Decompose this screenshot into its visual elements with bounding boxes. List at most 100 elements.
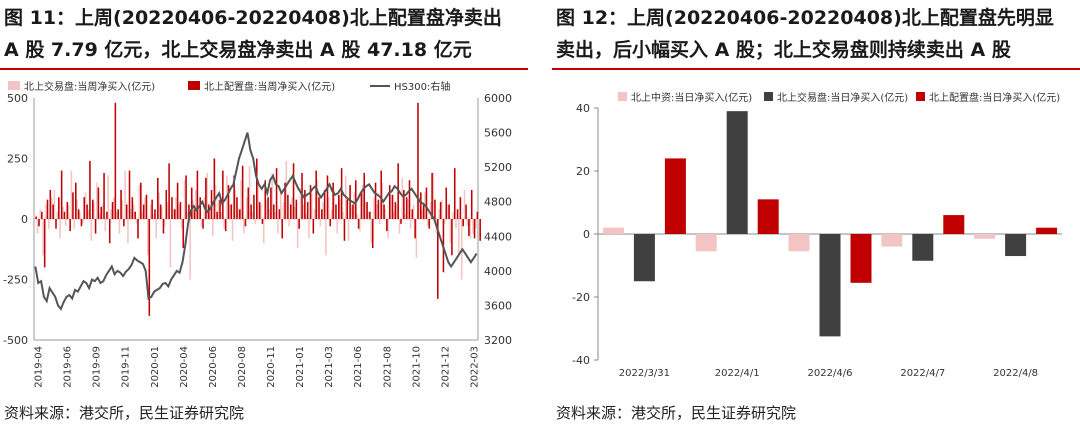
trade-bar [421,209,423,219]
alloc-bar [281,219,284,239]
legend-label: HS300:右轴 [394,80,450,93]
figure-12-title: 图 12：上周(20220406-20220408)北上配置盘先明显 卖出，后小… [556,2,1080,66]
alloc-bar [55,219,57,229]
trade-bar [347,219,350,241]
alloc-bar [46,199,49,219]
trade-bar [87,209,90,219]
bar-north-alloc [850,234,872,283]
alloc-bar [227,185,230,219]
alloc-bar [258,202,261,219]
alloc-bar [414,219,416,239]
alloc-bar [377,199,380,219]
alloc-bar [346,199,349,219]
alloc-bar [417,102,419,219]
alloc-bar [128,170,131,219]
trade-bar [370,219,372,244]
trade-bar [390,194,392,219]
trade-bar [257,182,259,219]
x-tick-label: 2020-01 [150,346,161,388]
trade-bar [130,209,132,219]
trade-bar [192,199,194,219]
trade-bar [322,202,324,219]
trade-bar [110,209,112,219]
alloc-bar [436,219,439,299]
trade-bar [186,211,189,219]
trade-bar [466,219,469,227]
title-rule [552,68,1080,70]
alloc-bar [125,204,128,219]
trade-bar [393,211,395,219]
trade-bar [237,209,240,219]
alloc-bar [66,202,69,219]
alloc-bar [117,209,119,219]
trade-bar [47,219,50,229]
y-tick-label: 20 [576,165,590,178]
trade-bar [135,219,138,224]
trade-bar [426,219,429,227]
alloc-bar [241,165,244,219]
alloc-bar [462,219,465,227]
trade-bar [268,209,271,219]
trade-bar [73,219,76,229]
alloc-bar [304,189,306,219]
trade-bar [195,189,197,219]
alloc-bar [193,209,196,219]
alloc-bar [213,158,216,219]
legend-label: 北上配置盘:当周净买入(亿元) [204,80,335,93]
trade-bar [469,219,471,239]
trade-bar [132,204,135,219]
trade-bar [274,211,276,219]
alloc-bar [456,209,459,219]
x-tick-label: 2019-09 [92,346,103,388]
trade-bar [271,173,273,219]
x-tick-label: 2021-06 [353,346,364,388]
alloc-bar [157,177,159,219]
trade-bar [291,197,293,219]
alloc-bar [165,189,168,219]
trade-bar [220,211,223,219]
trade-bar [158,192,160,219]
figure-12-source: 资料来源：港交所，民生证券研究院 [556,404,797,422]
trade-bar [277,219,279,234]
trade-bar [118,219,121,234]
trade-bar [93,202,95,219]
alloc-bar [403,189,405,219]
trade-bar [316,180,319,219]
alloc-bar [224,219,227,232]
alloc-bar [190,187,193,219]
trade-bar [282,202,285,219]
trade-bar [228,204,231,219]
trade-bar [288,219,290,227]
y2-tick-label: 4800 [484,196,512,209]
figure-12-panel: 图 12：上周(20220406-20220408)北上配置盘先明显 卖出，后小… [552,0,1080,426]
alloc-bar [247,187,250,219]
alloc-bar [264,180,267,219]
legend-label: 北上配置盘:当日净买入(亿元) [929,91,1060,104]
alloc-bar [168,163,170,219]
alloc-bar [448,204,450,219]
alloc-bar [236,197,238,219]
alloc-bar [459,197,462,219]
alloc-bar [41,211,43,219]
hsgt-weekly-chart: 北上交易盘:当周净买入(亿元) 北上配置盘:当周净买入(亿元) HS300:右轴 -5… [3,80,512,388]
alloc-bar [239,209,241,219]
alloc-bar [366,202,368,219]
x-tick-label: 2020-06 [208,346,219,388]
alloc-bar [171,197,173,219]
trade-bar [67,204,70,219]
alloc-bar [360,192,363,219]
figure-12-title-line2: 卖出，后小幅买入 A 股；北上交易盘则持续卖出 A 股 [556,39,1011,61]
alloc-bar [176,182,179,219]
trade-bar [308,219,310,239]
alloc-bar [388,185,391,219]
trade-bar [285,160,288,219]
legend-swatch [8,81,20,90]
alloc-bar [354,180,357,219]
trade-bar [401,177,404,219]
trade-bar [350,204,353,219]
alloc-bar [318,197,320,219]
alloc-bar [89,160,91,219]
trade-bar [175,197,177,219]
trade-bar [387,219,389,239]
trade-bar [441,199,443,219]
